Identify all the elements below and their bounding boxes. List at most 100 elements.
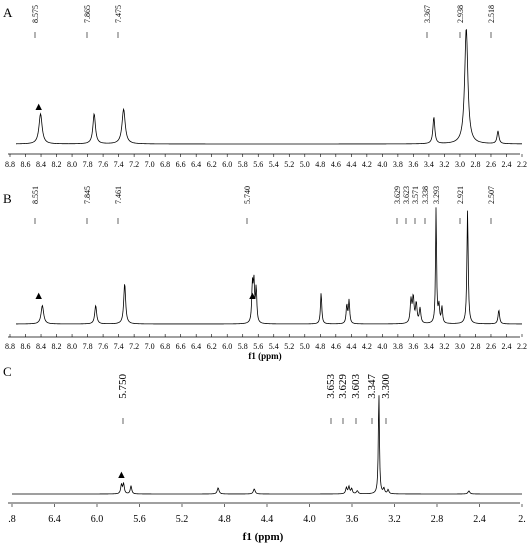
peak-label: 3.367: [423, 5, 432, 23]
x-tick-label: 3.4: [424, 342, 434, 351]
x-tick-label: 8.8: [5, 342, 15, 351]
x-tick-label: 8.4: [36, 160, 46, 169]
x-tick-label: 8.0: [67, 160, 77, 169]
x-tick-label: 4.0: [303, 514, 316, 525]
x-tick-label: 3.4: [424, 160, 434, 169]
peak-label: 3.571: [411, 186, 420, 204]
peak-label: 2.921: [456, 186, 465, 204]
x-tick-label: 8.4: [36, 342, 46, 351]
peak-label: 2.507: [487, 186, 496, 204]
peak-label: 3.347: [366, 374, 378, 399]
x-tick-label: 3.8: [393, 160, 403, 169]
x-tick-label: 5.6: [253, 342, 263, 351]
x-tick-label: 4.6: [331, 342, 341, 351]
x-tick-label: 5.2: [284, 342, 294, 351]
x-tick-label: 5.0: [300, 342, 310, 351]
panel-c-markers: ▲: [116, 469, 127, 481]
x-tick-label: 7.0: [145, 160, 155, 169]
x-tick-label: 6.4: [191, 160, 201, 169]
x-tick-label: 2.8: [470, 342, 480, 351]
x-tick-label: 6.0: [222, 160, 232, 169]
x-tick-label: 3.8: [393, 342, 403, 351]
peak-label: 8.575: [31, 5, 40, 23]
x-tick-label: 2.6: [486, 160, 496, 169]
x-tick-label: 4.6: [331, 160, 341, 169]
x-tick-label: 8.6: [21, 160, 31, 169]
panel-b-x-label: f1 (ppm): [248, 351, 281, 361]
x-tick-label: 7.0: [145, 342, 155, 351]
triangle-marker: ▲: [33, 101, 44, 113]
x-tick-label: 2.8: [431, 514, 444, 525]
x-tick-label: 3.6: [408, 342, 418, 351]
x-tick-label: 4.4: [261, 514, 274, 525]
x-tick-label: 7.2: [129, 342, 139, 351]
x-tick-label: 6.2: [207, 160, 217, 169]
x-tick-label: 4.4: [346, 342, 356, 351]
x-tick-label: 6.8: [160, 342, 170, 351]
x-tick-label: 7.4: [114, 160, 124, 169]
x-tick-label: 5.6: [253, 160, 263, 169]
x-tick-label: 2.4: [501, 160, 511, 169]
x-tick-label: 6.6: [176, 160, 186, 169]
panel-b: B 8.551 7.845 7.461 5.740 3.629 3.623 3.571 3.3…: [3, 186, 527, 361]
x-tick-label: 5.4: [269, 160, 279, 169]
panel-a-ticks: 8.8 8.6 8.4 8.2 8.0 7.8 7.6 7.4 7.2 7.0 6.8 6.6 6.4 6…: [5, 154, 527, 169]
x-tick-label: 8.0: [67, 342, 77, 351]
x-tick-label: 8.2: [52, 342, 62, 351]
x-tick-label: 3.2: [388, 514, 401, 525]
x-tick-label: 2.4: [473, 514, 486, 525]
x-tick-label: 4.0: [377, 160, 387, 169]
panel-b-markers: ▲ ▲: [33, 290, 258, 302]
x-tick-label: 7.2: [129, 160, 139, 169]
panel-a-markers: ▲: [33, 101, 44, 113]
peak-label: 3.653: [325, 374, 337, 399]
peak-label: 8.551: [31, 186, 40, 204]
x-tick-label: 5.2: [284, 160, 294, 169]
x-tick-label: 2.8: [470, 160, 480, 169]
x-tick-label: 7.8: [83, 160, 93, 169]
panel-b-peak-labels: 8.551 7.845 7.461 5.740 3.629 3.623 3.571 3.338…: [31, 186, 496, 224]
panel-c-spectrum: [12, 395, 522, 495]
x-tick-label: 7.6: [98, 160, 108, 169]
x-tick-label: 4.2: [362, 342, 372, 351]
x-tick-label: 2.2: [517, 160, 527, 169]
panel-a: A 8.575 7.865 7.475 3.367 2.938 2.518 ▲ 8.8 8.…: [3, 5, 527, 169]
peak-label: 7.845: [83, 186, 92, 204]
x-tick-label: 5.8: [238, 342, 248, 351]
panel-a-spectrum: [15, 28, 522, 145]
peak-label: 7.865: [83, 5, 92, 23]
panel-b-label: B: [3, 191, 12, 206]
x-tick-label: 3.0: [455, 160, 465, 169]
panel-c: C 5.750 3.653 3.629 3.603 3.347 3.300 ▲ .8 6.4…: [3, 364, 526, 543]
x-tick-label: 7.6: [98, 342, 108, 351]
x-tick-label: 4.8: [315, 160, 325, 169]
x-tick-label: 5.0: [300, 160, 310, 169]
x-tick-label: 4.2: [362, 160, 372, 169]
triangle-marker: ▲: [247, 290, 258, 302]
x-tick-label: 4.4: [346, 160, 356, 169]
x-tick-label: 6.0: [222, 342, 232, 351]
peak-label: 3.629: [393, 186, 402, 204]
panel-c-peak-labels: 5.750 3.653 3.629 3.603 3.347 3.300: [117, 374, 392, 424]
panel-b-ticks: 8.8 8.6 8.4 8.2 8.0 7.8 7.6 7.4 7.2 7.0 6.8 6.6 6.4 6…: [5, 334, 527, 351]
peak-label: 7.461: [114, 186, 123, 204]
peak-label: 2.518: [487, 5, 496, 23]
x-tick-label: 3.6: [346, 514, 359, 525]
panel-a-peak-labels: 8.575 7.865 7.475 3.367 2.938 2.518: [31, 5, 496, 38]
peak-label: 3.338: [421, 186, 430, 204]
x-tick-label: 5.4: [269, 342, 279, 351]
panel-a-label: A: [3, 5, 13, 20]
peak-label: 3.300: [380, 374, 392, 399]
x-tick-label: 3.2: [439, 160, 449, 169]
peak-label: 3.629: [337, 374, 349, 399]
panel-c-x-label: f1 (ppm): [243, 531, 284, 543]
x-tick-label: 3.0: [455, 342, 465, 351]
x-tick-label: 2.4: [501, 342, 511, 351]
x-tick-label: .8: [8, 514, 16, 525]
x-tick-label: 4.8: [218, 514, 231, 525]
x-tick-label: 6.6: [176, 342, 186, 351]
x-tick-label: 3.6: [408, 160, 418, 169]
x-tick-label: 4.0: [377, 342, 387, 351]
x-tick-label: 6.4: [191, 342, 201, 351]
x-tick-label: 6.8: [160, 160, 170, 169]
